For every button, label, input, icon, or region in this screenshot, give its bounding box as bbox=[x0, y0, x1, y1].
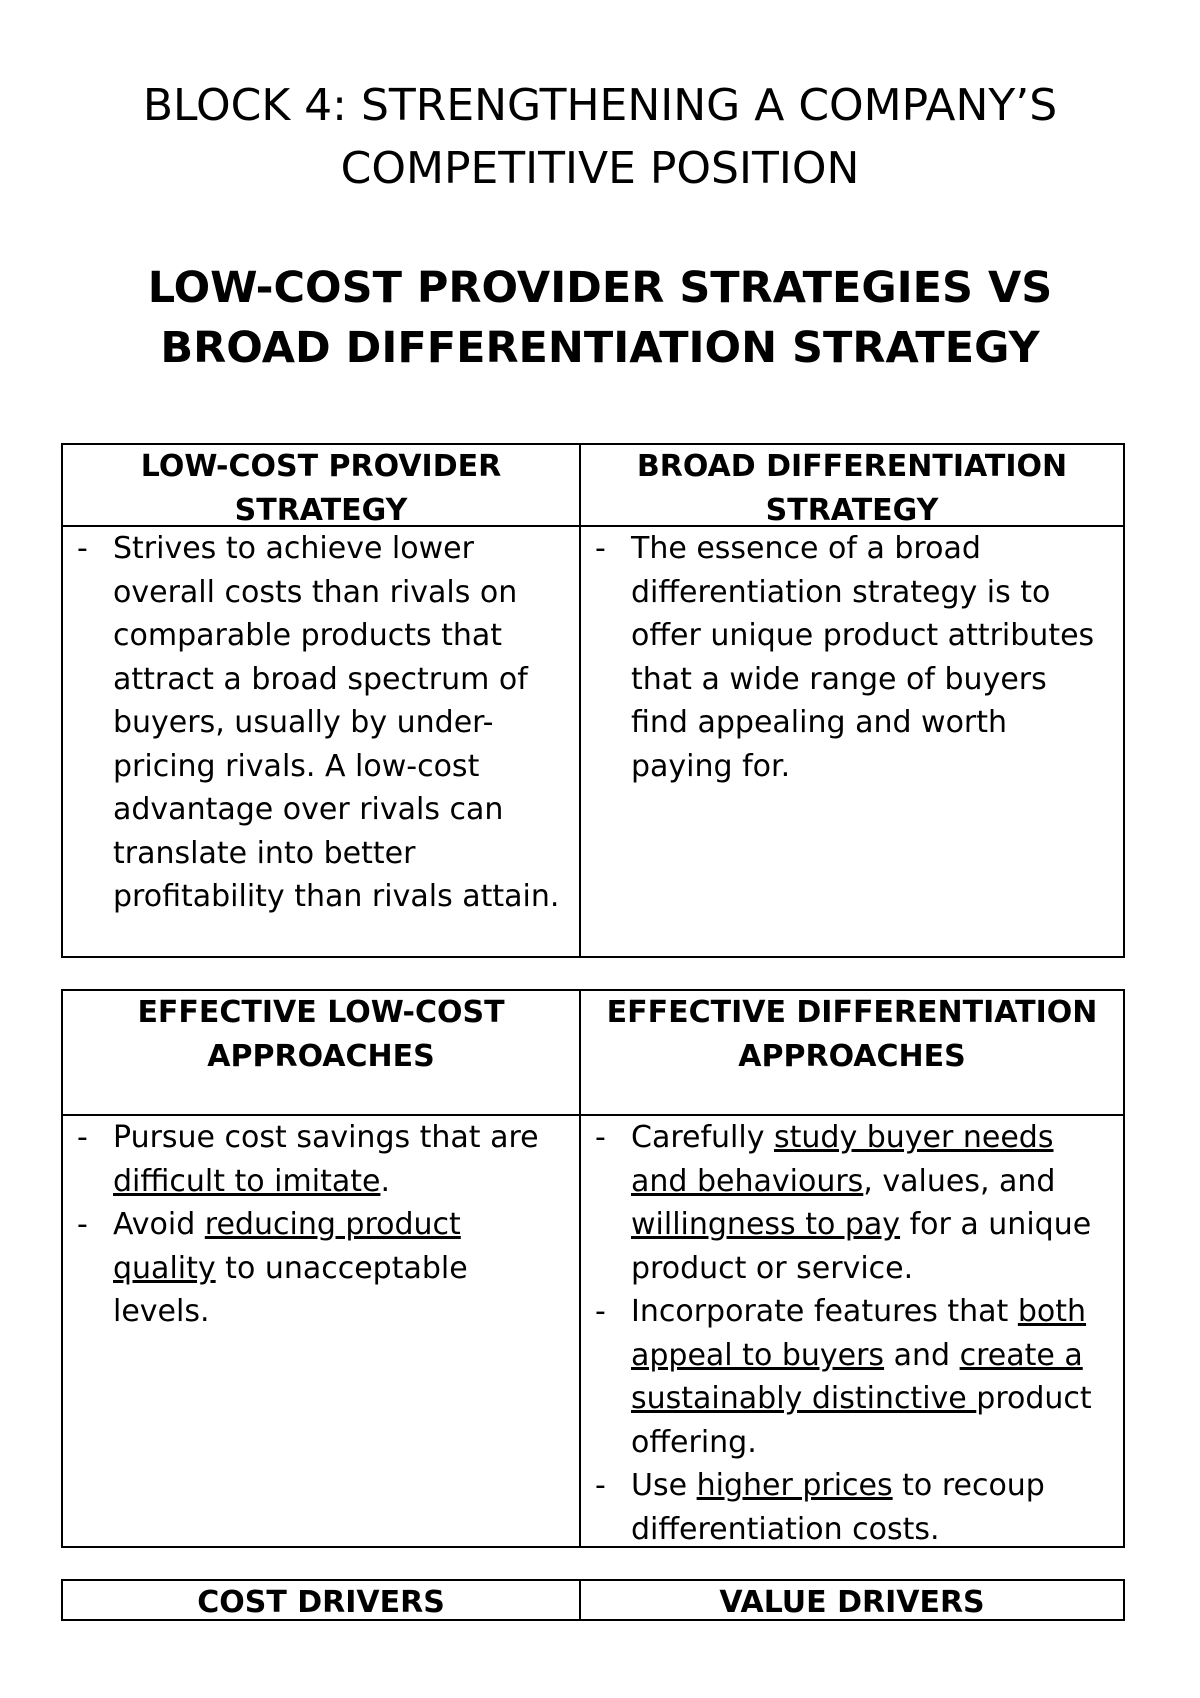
table-header: VALUE DRIVERS bbox=[719, 1585, 985, 1619]
underlined-text: both appeal to buyers bbox=[631, 1294, 1087, 1373]
table: LOW-COST PROVIDER STRATEGY BROAD DIFFEREN… bbox=[61, 443, 1125, 958]
text: Avoid bbox=[113, 1207, 205, 1242]
bullet-list: The essence of a broad differentiation s… bbox=[591, 527, 1107, 788]
text: for a unique product or service. bbox=[631, 1207, 1092, 1286]
text: . bbox=[380, 1163, 390, 1199]
bullet-list: Pursue cost savings that are difficult t… bbox=[73, 1116, 563, 1334]
bullet-list: Carefully study buyer needs and behaviou… bbox=[591, 1116, 1107, 1546]
table: EFFECTIVE LOW-COST APPROACHES EFFECTIVE D… bbox=[61, 989, 1125, 1548]
text: Strives to achieve lower overall costs t… bbox=[113, 531, 560, 914]
text: Carefully bbox=[631, 1120, 774, 1155]
table: COST DRIVERS VALUE DRIVERS bbox=[61, 1579, 1125, 1621]
table-header: BROAD DIFFERENTIATION STRATEGY bbox=[581, 445, 1123, 527]
text: Incorporate features that bbox=[631, 1294, 1018, 1329]
bullet-item: Incorporate features that both appeal to… bbox=[591, 1290, 1107, 1464]
text: , values, and bbox=[863, 1163, 1056, 1199]
text: and bbox=[884, 1337, 960, 1373]
table-header: EFFECTIVE DIFFERENTIATION APPROACHES bbox=[581, 991, 1123, 1116]
table-header: LOW-COST PROVIDER STRATEGY bbox=[63, 445, 581, 527]
bullet-item: Pursue cost savings that are difficult t… bbox=[73, 1116, 563, 1203]
underlined-text: study buyer needs and behaviours bbox=[631, 1120, 1054, 1199]
underlined-text: willingness to pay bbox=[631, 1207, 901, 1242]
underlined-text: higher prices bbox=[696, 1468, 893, 1503]
text: The essence of a broad differentiation s… bbox=[631, 531, 1095, 784]
text: to unacceptable levels. bbox=[113, 1250, 468, 1330]
table-cell: Pursue cost savings that are difficult t… bbox=[63, 1116, 581, 1546]
table-header: COST DRIVERS bbox=[63, 1581, 581, 1619]
text: product offering. bbox=[631, 1381, 1092, 1460]
table-header: EFFECTIVE LOW-COST APPROACHES bbox=[63, 991, 581, 1116]
text: to recoup differentiation costs. bbox=[631, 1468, 1045, 1546]
table-cell: Carefully study buyer needs and behaviou… bbox=[581, 1116, 1123, 1546]
table-cell: The essence of a broad differentiation s… bbox=[581, 527, 1123, 956]
bullet-list: Strives to achieve lower overall costs t… bbox=[73, 527, 563, 919]
bullet-item: The essence of a broad differentiation s… bbox=[591, 527, 1107, 788]
table-cell: Strives to achieve lower overall costs t… bbox=[63, 527, 581, 956]
text: Pursue cost savings that are bbox=[113, 1120, 539, 1155]
bullet-item: Strives to achieve lower overall costs t… bbox=[73, 527, 563, 919]
bullet-item: Avoid reducing product quality to unacce… bbox=[73, 1203, 563, 1334]
underlined-text: difficult to imitate bbox=[113, 1163, 381, 1199]
bullet-item: Carefully study buyer needs and behaviou… bbox=[591, 1116, 1107, 1290]
subtitle: LOW-COST PROVIDER STRATEGIES VS BROAD DI… bbox=[147, 263, 1053, 373]
underlined-text: reducing product quality bbox=[113, 1207, 461, 1286]
text: Use bbox=[631, 1468, 697, 1503]
title: BLOCK 4: STRENGTHENING A COMPANY’S COMPE… bbox=[142, 80, 1058, 194]
bullet-item: Use higher prices to recoup differentiat… bbox=[591, 1464, 1107, 1546]
underlined-text: create a sustainably distinctive bbox=[631, 1337, 1083, 1417]
